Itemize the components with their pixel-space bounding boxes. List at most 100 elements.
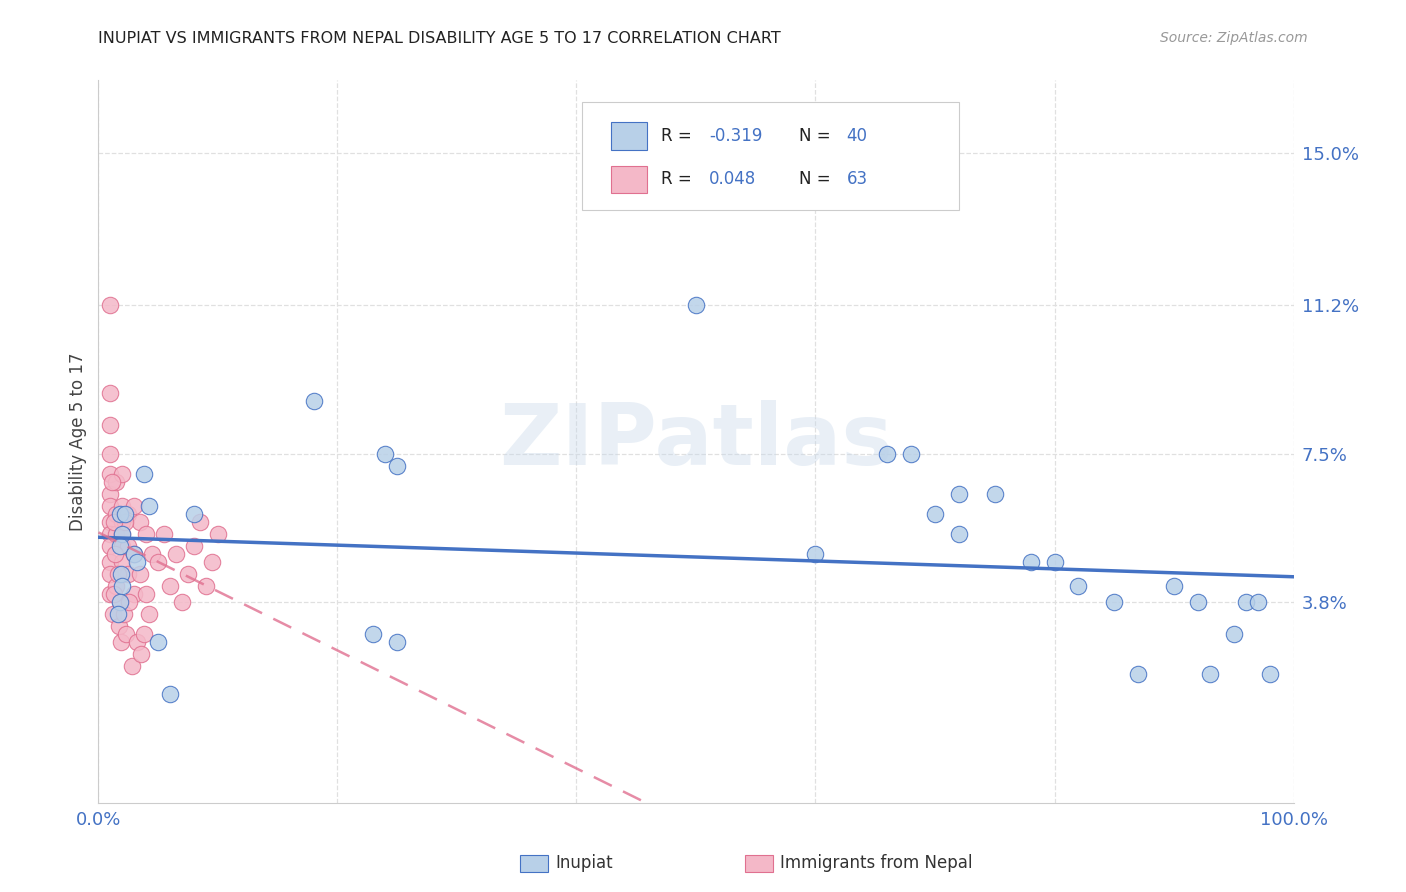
Point: [363, 627, 385, 641]
Point: [900, 447, 922, 461]
Point: [111, 515, 134, 529]
Point: [984, 487, 1007, 501]
Point: [107, 567, 129, 582]
Text: -0.319: -0.319: [709, 127, 762, 145]
Point: [207, 526, 229, 541]
Point: [98, 526, 122, 541]
Point: [135, 526, 157, 541]
Point: [188, 515, 211, 529]
Point: [124, 547, 146, 561]
Text: 63: 63: [846, 170, 868, 188]
Point: [129, 515, 152, 529]
Point: [201, 555, 224, 569]
Point: [159, 687, 181, 701]
Point: [183, 507, 205, 521]
Point: [124, 499, 146, 513]
Point: [132, 627, 155, 641]
Point: [104, 547, 127, 561]
Point: [108, 595, 131, 609]
Point: [98, 567, 122, 582]
Text: Inupiat: Inupiat: [555, 855, 613, 872]
Point: [111, 526, 134, 541]
Text: Immigrants from Nepal: Immigrants from Nepal: [780, 855, 973, 872]
Point: [105, 475, 128, 489]
Point: [103, 515, 125, 529]
Point: [105, 579, 128, 593]
Point: [1199, 667, 1222, 681]
Point: [111, 526, 134, 541]
Point: [148, 635, 170, 649]
Point: [125, 555, 148, 569]
FancyBboxPatch shape: [582, 102, 959, 211]
Point: [100, 475, 122, 489]
Point: [108, 539, 131, 553]
Point: [110, 567, 132, 582]
Text: N =: N =: [799, 127, 835, 145]
Text: ZIPatlas: ZIPatlas: [499, 400, 893, 483]
Text: R =: R =: [661, 170, 697, 188]
Point: [1234, 595, 1257, 609]
Text: R =: R =: [661, 127, 697, 145]
Point: [132, 467, 155, 481]
Point: [114, 515, 136, 529]
Point: [117, 567, 139, 582]
Point: [924, 507, 946, 521]
Point: [98, 467, 122, 481]
Point: [117, 539, 139, 553]
Point: [98, 386, 122, 401]
Point: [118, 595, 141, 609]
Point: [1247, 595, 1270, 609]
Point: [135, 587, 157, 601]
Y-axis label: Disability Age 5 to 17: Disability Age 5 to 17: [69, 352, 87, 531]
Point: [1258, 667, 1281, 681]
Point: [121, 659, 143, 673]
Point: [1104, 595, 1126, 609]
Point: [111, 539, 134, 553]
Point: [1163, 579, 1185, 593]
Point: [98, 539, 122, 553]
Point: [1043, 555, 1066, 569]
Point: [1187, 595, 1209, 609]
Point: [107, 607, 129, 622]
Point: [124, 587, 146, 601]
Point: [685, 298, 707, 312]
Point: [105, 507, 128, 521]
FancyBboxPatch shape: [612, 166, 647, 193]
Point: [114, 507, 136, 521]
Point: [98, 515, 122, 529]
Text: INUPIAT VS IMMIGRANTS FROM NEPAL DISABILITY AGE 5 TO 17 CORRELATION CHART: INUPIAT VS IMMIGRANTS FROM NEPAL DISABIL…: [98, 31, 782, 46]
Point: [165, 547, 187, 561]
Point: [183, 539, 205, 553]
Point: [195, 579, 218, 593]
Point: [153, 526, 176, 541]
Point: [131, 648, 153, 662]
Point: [98, 587, 122, 601]
Point: [111, 579, 134, 593]
FancyBboxPatch shape: [612, 122, 647, 150]
Point: [111, 467, 134, 481]
Text: 0.048: 0.048: [709, 170, 756, 188]
Point: [117, 507, 139, 521]
Point: [98, 418, 122, 433]
Point: [1223, 627, 1246, 641]
Point: [112, 607, 135, 622]
Point: [804, 547, 827, 561]
Point: [115, 627, 138, 641]
Point: [172, 595, 194, 609]
Point: [111, 499, 134, 513]
Point: [103, 587, 125, 601]
Point: [98, 298, 122, 312]
Point: [948, 487, 970, 501]
Point: [108, 507, 131, 521]
Point: [105, 526, 128, 541]
Point: [111, 555, 134, 569]
Point: [148, 555, 170, 569]
Point: [101, 607, 124, 622]
Point: [129, 567, 152, 582]
Point: [385, 458, 409, 473]
Point: [124, 547, 146, 561]
Point: [177, 567, 200, 582]
Point: [110, 635, 132, 649]
Point: [98, 487, 122, 501]
Point: [385, 635, 409, 649]
